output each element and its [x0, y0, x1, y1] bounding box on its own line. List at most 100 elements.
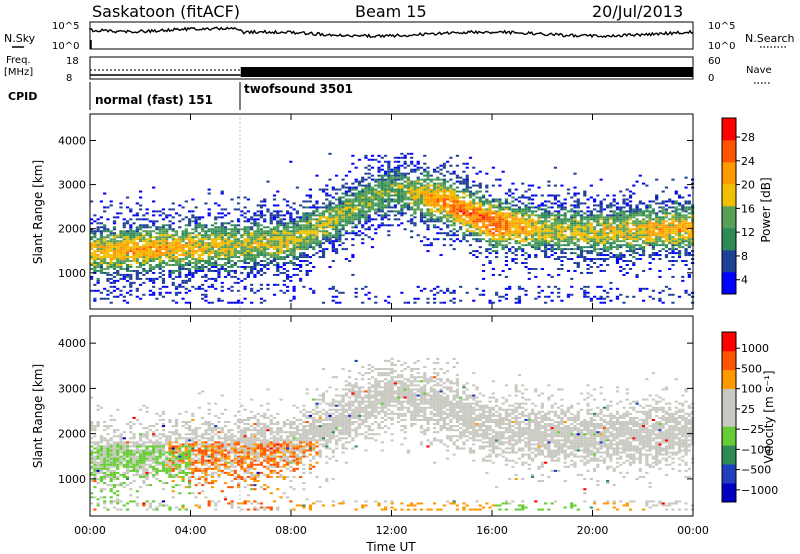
- power-cell: [243, 260, 247, 263]
- power-cell: [174, 252, 179, 255]
- power-cell: [511, 216, 515, 219]
- power-cell: [174, 285, 179, 288]
- power-cell: [259, 230, 264, 233]
- power-cell: [210, 264, 215, 266]
- power-cell: [109, 291, 113, 294]
- power-cell: [648, 232, 652, 235]
- power-cell: [687, 275, 691, 278]
- power-cell: [214, 250, 218, 253]
- power-cell: [125, 232, 130, 235]
- power-cell: [197, 256, 201, 259]
- power-cell: [537, 186, 541, 189]
- power-cell: [253, 240, 257, 243]
- power-cell: [292, 264, 296, 266]
- power-cell: [664, 186, 669, 189]
- nsky-trace: [89, 26, 694, 39]
- power-cell: [579, 234, 584, 237]
- power-cell: [426, 208, 430, 211]
- power-cell: [305, 248, 309, 251]
- power-cell: [540, 236, 544, 239]
- power-cell: [596, 258, 600, 261]
- power-cell: [393, 194, 397, 197]
- power-cell: [236, 230, 241, 233]
- power-cell: [498, 200, 502, 203]
- power-cell: [544, 295, 548, 298]
- power-cell: [125, 279, 130, 282]
- power-cell: [452, 190, 456, 193]
- power-cell: [446, 289, 450, 292]
- power-cell: [256, 230, 260, 233]
- power-cell: [560, 226, 564, 229]
- power-cell: [498, 299, 502, 302]
- power-cell: [449, 192, 453, 195]
- power-cell: [628, 200, 633, 203]
- power-cell: [93, 250, 97, 253]
- power-cell: [119, 244, 123, 247]
- power-cell: [223, 254, 228, 257]
- power-cell: [168, 258, 172, 261]
- power-cell: [122, 262, 126, 264]
- power-cell: [504, 252, 509, 255]
- velocity-cell: [103, 449, 107, 452]
- velocity-cell: [103, 447, 107, 450]
- power-cell: [325, 230, 329, 233]
- power-cell: [178, 246, 182, 249]
- power-cell: [504, 226, 509, 229]
- power-cell: [374, 178, 378, 181]
- power-cell: [547, 180, 551, 183]
- power-cell: [129, 260, 133, 263]
- power-cell: [256, 246, 260, 249]
- power-cell: [194, 230, 198, 233]
- power-cell: [472, 200, 476, 203]
- power-cell: [432, 182, 437, 185]
- noise-tick-bottom-left: 10^0: [52, 41, 79, 52]
- power-cell: [602, 216, 607, 219]
- power-cell: [344, 248, 348, 251]
- power-cell: [530, 236, 535, 239]
- power-cell: [537, 218, 541, 221]
- power-cell: [602, 254, 607, 257]
- power-cell: [272, 198, 277, 201]
- power-cell: [361, 301, 365, 304]
- power-cell: [119, 242, 123, 245]
- power-cell: [648, 267, 652, 270]
- power-cell: [488, 214, 492, 217]
- power-cell: [560, 250, 564, 253]
- power-cell: [214, 234, 218, 237]
- power-cell: [449, 184, 453, 187]
- power-cell: [253, 238, 257, 241]
- velocity-cell: [116, 508, 120, 511]
- power-cell: [684, 264, 688, 266]
- power-cell: [609, 204, 613, 207]
- power-cell: [553, 242, 558, 245]
- power-cell: [514, 297, 518, 300]
- power-cell: [596, 265, 600, 268]
- velocity-cell: [109, 471, 113, 474]
- power-cell: [638, 236, 642, 239]
- power-cell: [285, 232, 290, 235]
- power-cell: [625, 228, 629, 231]
- power-cell: [161, 273, 166, 276]
- power-cell: [579, 256, 584, 259]
- power-cell: [589, 297, 593, 300]
- power-cell: [423, 212, 427, 215]
- power-cell: [495, 200, 499, 203]
- power-cell: [436, 210, 440, 213]
- power-cell: [498, 178, 502, 181]
- power-cell: [400, 192, 404, 195]
- power-cell: [233, 248, 237, 251]
- power-cell: [334, 192, 339, 195]
- power-cell: [504, 198, 509, 201]
- power-cell: [655, 224, 659, 227]
- power-cell: [184, 262, 188, 264]
- power-cell: [263, 264, 267, 266]
- freq-nave-trace: [90, 67, 693, 77]
- power-cell: [321, 252, 326, 255]
- power-cell: [573, 212, 577, 215]
- power-cell: [96, 250, 100, 253]
- power-cell: [308, 256, 313, 259]
- power-cell: [488, 206, 492, 209]
- power-cell: [276, 262, 280, 264]
- power-cell: [125, 256, 130, 259]
- power-cell: [449, 206, 453, 209]
